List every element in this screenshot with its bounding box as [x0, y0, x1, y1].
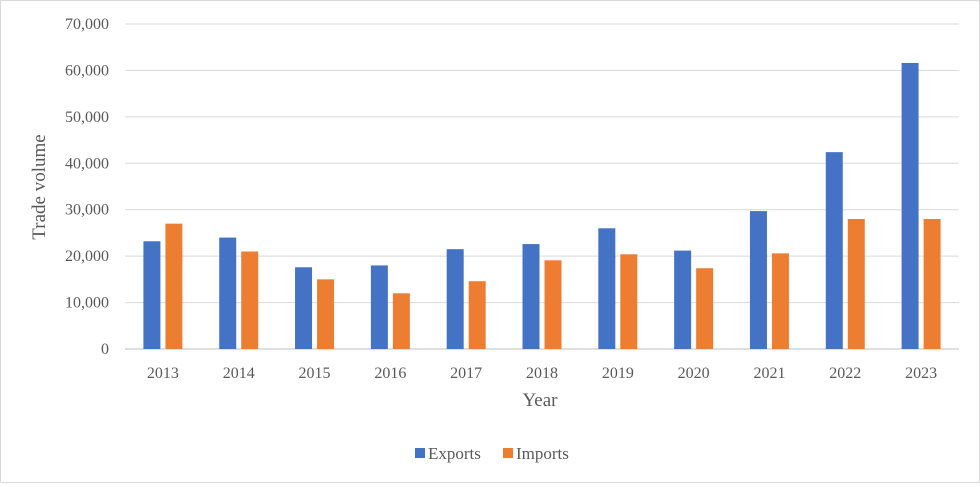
y-axis-title: Trade volume: [29, 134, 50, 239]
bar-exports-2022: [825, 152, 843, 349]
bar-imports-2013: [165, 223, 183, 349]
bar-imports-2019: [620, 254, 638, 349]
bar-exports-2015: [295, 267, 313, 349]
x-tick-label: 2013: [147, 365, 179, 382]
y-tick-label: 70,000: [65, 16, 109, 33]
y-tick-label: 60,000: [65, 62, 109, 79]
bar-imports-2021: [771, 253, 789, 349]
x-tick-label: 2015: [299, 365, 331, 382]
bar-exports-2013: [143, 241, 161, 349]
y-axis-ticks: 0 10,000 20,000 30,000 40,000 50,000 60,000 70,…: [65, 16, 109, 358]
bar-imports-2018: [544, 260, 562, 349]
y-tick-label: 50,000: [65, 109, 109, 126]
x-axis-title: Year: [522, 390, 558, 411]
bar-exports-2017: [446, 249, 464, 349]
legend-label-exports: Exports: [428, 444, 481, 463]
gridlines: [125, 23, 959, 350]
bar-exports-2020: [674, 250, 692, 349]
y-tick-label: 40,000: [65, 155, 109, 172]
y-tick-label: 10,000: [65, 295, 109, 312]
x-tick-label: 2020: [678, 365, 710, 382]
bar-imports-2020: [696, 268, 714, 349]
legend-swatch-exports: [415, 448, 425, 458]
bar-exports-2021: [749, 211, 767, 349]
legend-label-imports: Imports: [516, 444, 569, 463]
y-tick-label: 20,000: [65, 248, 109, 265]
x-tick-label: 2016: [374, 365, 406, 382]
bar-exports-2019: [598, 228, 616, 349]
x-tick-label: 2022: [829, 365, 861, 382]
bar-exports-2018: [522, 244, 540, 349]
legend: Exports Imports: [415, 444, 569, 463]
y-tick-label: 30,000: [65, 202, 109, 219]
bar-exports-2014: [219, 237, 237, 349]
x-tick-label: 2023: [905, 365, 937, 382]
x-tick-label: 2017: [450, 365, 482, 382]
bars: [143, 63, 941, 349]
x-tick-label: 2014: [223, 365, 255, 382]
bar-imports-2014: [241, 251, 259, 349]
bar-imports-2017: [468, 281, 486, 349]
bar-imports-2022: [847, 219, 865, 349]
bar-exports-2016: [370, 265, 388, 349]
x-tick-label: 2018: [526, 365, 558, 382]
bar-exports-2023: [901, 63, 919, 349]
x-tick-label: 2021: [753, 365, 785, 382]
bar-imports-2023: [923, 219, 941, 349]
legend-swatch-imports: [503, 448, 513, 458]
bar-imports-2015: [317, 279, 335, 349]
y-tick-label: 0: [101, 341, 109, 358]
bar-imports-2016: [392, 293, 410, 349]
x-tick-label: 2019: [602, 365, 634, 382]
x-axis-ticks: 2013 2014 2015 2016 2017 2018 2019 2020 2021 2022…: [147, 365, 937, 382]
